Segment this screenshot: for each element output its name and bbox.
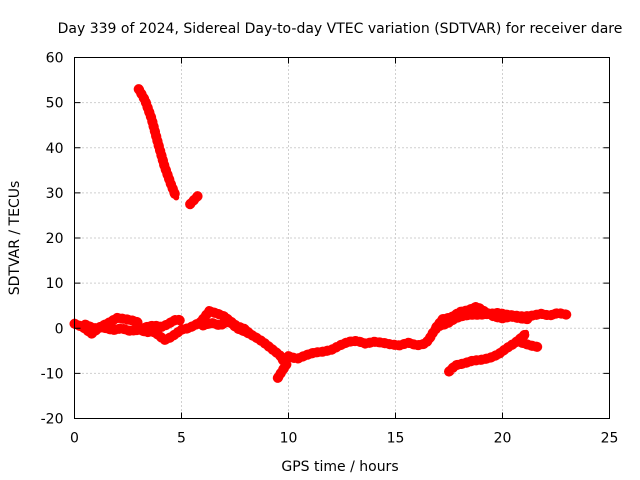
x-tick-label: 0 [70, 431, 79, 447]
x-tick-label: 25 [601, 431, 619, 447]
y-tick-label: 0 [55, 321, 64, 337]
series-track-h-markers [272, 359, 292, 383]
axis-ticks: 0 5 10 15 20 25 -20 -10 0 10 20 30 40 50 60 [41, 51, 619, 447]
y-tick-label: 60 [46, 51, 64, 67]
series-track-i-markers [431, 301, 534, 333]
y-tick-label: 20 [46, 231, 64, 247]
y-tick-label: -10 [41, 366, 64, 382]
y-axis-title: SDTVAR / TECUs [7, 181, 23, 296]
series-track-d-markers [133, 84, 182, 203]
series-track-c-markers [131, 314, 187, 336]
y-tick-label: -20 [41, 412, 64, 428]
series-track-e-markers [185, 190, 204, 210]
x-tick-label: 10 [280, 431, 298, 447]
y-tick-label: 30 [46, 186, 64, 202]
y-tick-label: 40 [46, 141, 64, 157]
y-tick-label: 10 [46, 276, 64, 292]
series-track-j-markers [444, 327, 531, 377]
x-tick-label: 5 [177, 431, 186, 447]
data-series [69, 84, 572, 383]
x-axis-title: GPS time / hours [281, 459, 398, 475]
y-tick-label: 50 [46, 96, 64, 112]
chart-title: Day 339 of 2024, Sidereal Day-to-day VTE… [58, 21, 623, 37]
x-tick-label: 15 [387, 431, 405, 447]
x-tick-label: 20 [494, 431, 512, 447]
grid-lines [74, 57, 610, 419]
series-track-k-markers [516, 337, 544, 353]
